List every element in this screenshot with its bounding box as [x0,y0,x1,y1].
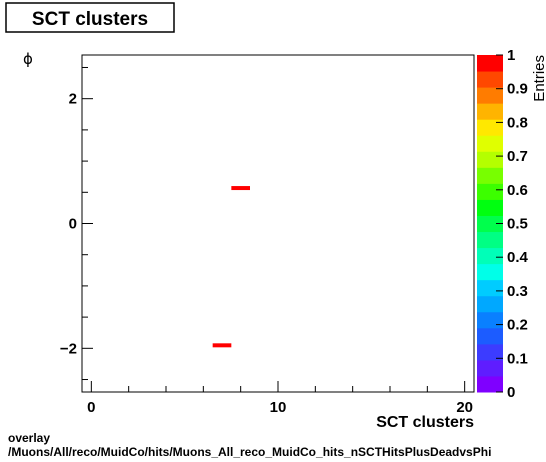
color-scale-band [477,279,503,297]
chart-title-box: SCT clusters [5,2,175,33]
color-scale-band [477,103,503,120]
x-tick-label: 10 [270,399,287,416]
chart-title: SCT clusters [32,9,148,30]
x-tick-label: 20 [456,399,473,416]
z-axis-label: Entries [531,55,546,102]
y-tick-label: 2 [69,91,77,108]
x-tick-label: 0 [87,399,95,416]
color-scale-tick-label: 0.8 [507,114,528,131]
y-tick-label: 0 [69,216,77,233]
color-scale-band [477,119,503,136]
color-scale-band [477,295,503,313]
color-scale-band [477,375,503,393]
footer-path: /Muons/All/reco/MuidCo/hits/Muons_All_re… [8,445,492,459]
color-scale-tick-label: 1 [507,47,515,64]
color-scale-tick-label: 0.6 [507,182,528,199]
color-scale-band [477,199,503,216]
color-scale-band [477,343,503,361]
color-scale-tick-label: 0 [507,384,515,401]
color-scale-band [477,311,503,329]
color-scale-band [477,247,503,265]
color-scale-band [477,231,503,249]
color-scale-tick-label: 0.9 [507,81,528,98]
heatmap-cell-1 [231,186,250,191]
axes: 0 10 20 −2 0 2 [60,66,473,416]
color-scale-band [477,167,503,184]
color-scale-band [477,183,503,200]
plot-area [81,54,475,393]
footer-overlay: overlay [8,431,51,445]
color-scale-tick-label: 0.4 [507,249,529,266]
color-scale: 0 0.1 0.2 0.3 0.4 0.5 0.6 0.7 0.8 0.9 1 [477,47,529,401]
color-scale-tick-label: 0.7 [507,148,528,165]
color-scale-band [477,55,503,72]
color-scale-band [477,359,503,377]
color-scale-band [477,135,503,152]
color-scale-band [477,215,503,233]
color-scale-band [477,327,503,345]
x-axis-label: SCT clusters [376,414,474,431]
heatmap-cell-2 [212,343,232,348]
color-scale-tick-label: 0.2 [507,317,528,334]
heatmap-cells [212,186,250,348]
color-scale-band [477,263,503,281]
color-scale-band [477,71,503,88]
color-scale-tick-label: 0.5 [507,216,528,233]
color-scale-tick-label: 0.1 [507,350,528,367]
y-tick-label: −2 [60,340,77,357]
color-scale-band [477,87,503,104]
color-scale-tick-label: 0.3 [507,283,528,300]
color-scale-band [477,151,503,168]
y-axis-label: ϕ [23,50,33,68]
